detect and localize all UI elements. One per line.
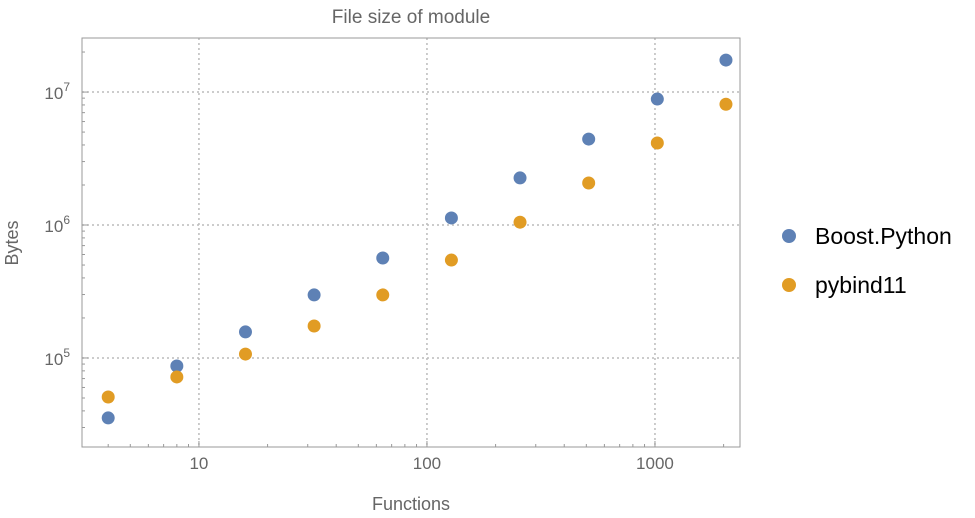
data-point-boost-python	[238, 325, 252, 339]
data-point-pybind11	[170, 370, 184, 384]
data-point-boost-python	[101, 411, 115, 425]
data-point-boost-python	[444, 211, 458, 225]
data-point-boost-python	[582, 132, 596, 146]
data-point-pybind11	[719, 97, 733, 111]
data-point-boost-python	[719, 53, 733, 67]
y-tick-label: 106	[44, 213, 70, 236]
plot-frame	[81, 37, 741, 448]
y-tick-label: 107	[44, 80, 70, 103]
x-tick-label: 1000	[636, 454, 674, 473]
y-tick-label: 105	[44, 346, 70, 369]
data-point-boost-python	[307, 288, 321, 302]
x-tick-label: 10	[189, 454, 208, 473]
data-point-pybind11	[376, 288, 390, 302]
data-point-pybind11	[513, 215, 527, 229]
legend-label: Boost.Python	[815, 223, 952, 249]
data-point-pybind11	[444, 253, 458, 267]
x-axis-label: Functions	[372, 494, 450, 513]
data-point-pybind11	[582, 176, 596, 190]
data-point-pybind11	[101, 390, 115, 404]
data-point-boost-python	[513, 171, 527, 185]
data-point-boost-python	[170, 359, 184, 373]
legend-marker	[782, 229, 796, 243]
legend-label: pybind11	[815, 272, 907, 298]
x-tick-label: 100	[413, 454, 441, 473]
chart-title: File size of module	[332, 7, 490, 28]
y-axis-label: Bytes	[2, 220, 22, 265]
data-point-boost-python	[650, 92, 664, 106]
data-point-pybind11	[307, 319, 321, 333]
data-point-pybind11	[650, 136, 664, 150]
data-point-pybind11	[238, 347, 252, 361]
data-point-boost-python	[376, 251, 390, 265]
legend-marker	[782, 278, 796, 292]
